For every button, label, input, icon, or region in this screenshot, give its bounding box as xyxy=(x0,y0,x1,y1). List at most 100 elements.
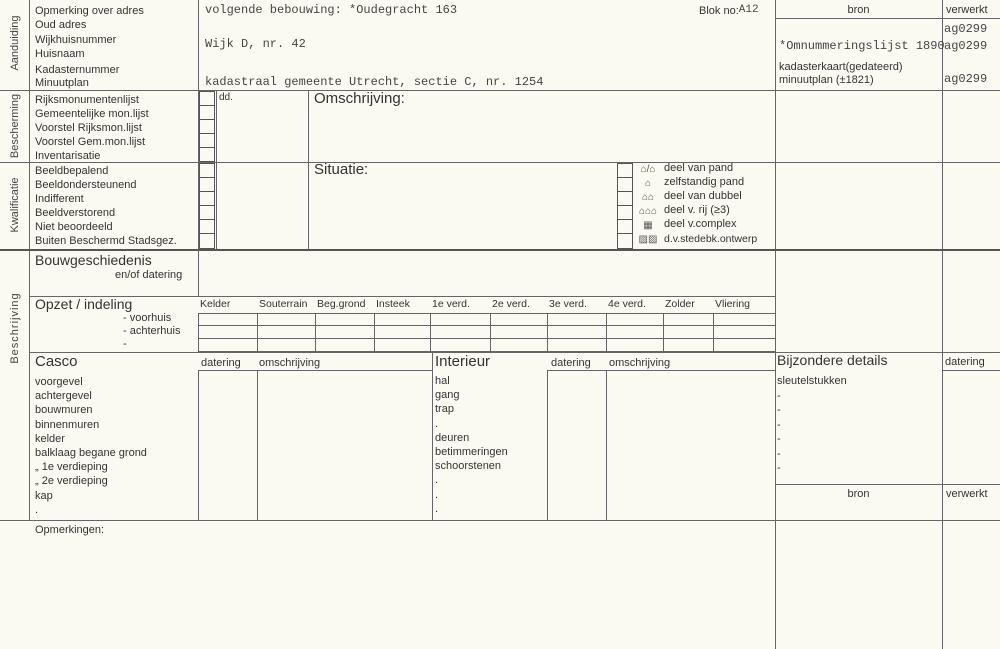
opzet-cell[interactable] xyxy=(607,339,663,351)
divider xyxy=(308,90,309,250)
casco-item: achtergevel xyxy=(35,390,92,403)
checkbox-beeldbepalend[interactable] xyxy=(199,163,215,178)
interieur-item: betimmeringen xyxy=(435,446,508,459)
bron-header: bron xyxy=(847,4,870,16)
opzet-cell[interactable] xyxy=(431,326,490,338)
opzet-cell[interactable] xyxy=(491,339,547,351)
opzet-cell[interactable] xyxy=(258,326,315,338)
checkbox-deel-v-complex[interactable] xyxy=(617,219,633,234)
divider xyxy=(490,313,491,351)
divider xyxy=(775,18,1000,19)
divider xyxy=(547,370,548,520)
opzet-cell[interactable] xyxy=(664,339,713,351)
opzet-cell[interactable] xyxy=(664,326,713,338)
divider xyxy=(315,313,316,351)
checkbox-niet-beoordeeld[interactable] xyxy=(199,219,215,234)
opzet-cell[interactable] xyxy=(607,326,663,338)
section-label-kwalificatie: Kwalificatie xyxy=(9,177,21,233)
opzet-cell[interactable] xyxy=(548,314,606,325)
label-voorstel-gem-mon: Voorstel Gem.mon.lijst xyxy=(35,136,146,148)
checkbox-stedebk-ontwerp[interactable] xyxy=(617,233,633,249)
opzet-cell[interactable] xyxy=(431,339,490,351)
opzet-column-header: Beg.grond xyxy=(317,298,366,310)
opzet-cell[interactable] xyxy=(607,314,663,325)
divider xyxy=(198,370,432,371)
checkbox-zelfstandig-pand[interactable] xyxy=(617,177,633,192)
opzet-cell[interactable] xyxy=(491,314,547,325)
checkbox-deel-v-rij[interactable] xyxy=(617,205,633,220)
casco-item: balklaag begane grond xyxy=(35,447,147,460)
opzet-cell[interactable] xyxy=(316,339,374,351)
opzet-column-header: Zolder xyxy=(665,298,695,310)
divider xyxy=(663,313,664,351)
checkbox-indifferent[interactable] xyxy=(199,191,215,206)
opzet-column-header: 1e verd. xyxy=(432,298,470,310)
verwerkt-value: ag0299 xyxy=(944,39,988,53)
divider xyxy=(942,370,1000,371)
divider xyxy=(198,313,775,314)
label-wijkhuisnummer: Wijkhuisnummer xyxy=(35,34,117,46)
bijzondere-details-label: Bijzondere details xyxy=(777,352,888,368)
divider xyxy=(198,338,775,339)
checkbox-deel-van-dubbel[interactable] xyxy=(617,191,633,206)
verwerkt-header: verwerkt xyxy=(946,4,988,16)
opzet-cell[interactable] xyxy=(199,339,257,351)
value-wijkhuisnummer: Wijk D, nr. 42 xyxy=(205,37,306,51)
divider xyxy=(257,313,258,351)
opzet-cell[interactable] xyxy=(258,314,315,325)
bijzondere-details-item: - xyxy=(777,404,781,416)
bijzondere-details-items: sleutelstukken - - - - - - xyxy=(777,374,847,476)
label-minuutplan: Minuutplan xyxy=(35,77,89,89)
opzet-cell[interactable] xyxy=(375,314,430,325)
casco-omschrijving-header: omschrijving xyxy=(259,357,321,369)
checkbox-beeldverstorend[interactable] xyxy=(199,205,215,220)
opzet-cell[interactable] xyxy=(316,326,374,338)
opzet-cell[interactable] xyxy=(548,339,606,351)
casco-item: „ 1e verdieping xyxy=(35,461,108,474)
verwerkt-value: ag0299 xyxy=(944,22,988,36)
casco-datering-header: datering xyxy=(201,357,241,369)
option-stedebk-ontwerp: d.v.stedebk.ontwerp xyxy=(664,233,758,245)
opzet-cell[interactable] xyxy=(431,314,490,325)
opzet-cell[interactable] xyxy=(714,339,775,351)
checkbox-buiten-beschermd[interactable] xyxy=(199,233,215,249)
option-deel-van-pand: deel van pand xyxy=(664,162,734,174)
checkbox-deel-van-pand[interactable] xyxy=(617,163,633,178)
opzet-row-voorhuis: - voorhuis xyxy=(123,312,172,324)
checkbox-voorstel-gem-mon[interactable] xyxy=(199,133,215,148)
opzet-cell[interactable] xyxy=(548,326,606,338)
opzet-cell[interactable] xyxy=(375,339,430,351)
divider xyxy=(198,325,775,326)
interieur-item: trap xyxy=(435,403,454,416)
divider xyxy=(198,351,775,352)
opzet-column-header: 3e verd. xyxy=(549,298,587,310)
checkbox-inventarisatie[interactable] xyxy=(199,147,215,162)
checkbox-voorstel-rijksmon[interactable] xyxy=(199,119,215,134)
opzet-cell[interactable] xyxy=(714,326,775,338)
bouwgeschiedenis-field[interactable] xyxy=(199,255,774,295)
divider xyxy=(29,0,30,520)
opzet-cell[interactable] xyxy=(316,314,374,325)
label-gemeentelijke-mon-lijst: Gemeentelijke mon.lijst xyxy=(35,108,149,120)
divider xyxy=(29,352,1000,353)
checkbox-rijksmonumentenlijst[interactable] xyxy=(199,91,215,106)
opzet-cell[interactable] xyxy=(258,339,315,351)
opzet-cell[interactable] xyxy=(714,314,775,325)
bijz-datering-header: datering xyxy=(945,356,985,368)
opzet-cell[interactable] xyxy=(375,326,430,338)
opzet-cell[interactable] xyxy=(199,326,257,338)
opzet-cell[interactable] xyxy=(491,326,547,338)
opzet-cell[interactable] xyxy=(199,314,257,325)
dd-label: dd. xyxy=(219,92,233,103)
opmerkingen-field[interactable] xyxy=(35,540,770,645)
option-deel-v-rij: deel v. rij (≥3) xyxy=(664,204,730,216)
divider xyxy=(374,313,375,351)
checkbox-beeldondersteunend[interactable] xyxy=(199,177,215,192)
opzet-cell[interactable] xyxy=(664,314,713,325)
divider xyxy=(198,250,199,296)
label-inventarisatie: Inventarisatie xyxy=(35,150,101,162)
label-voorstel-rijksmon: Voorstel Rijksmon.lijst xyxy=(35,122,142,134)
checkbox-gemeentelijke-mon-lijst[interactable] xyxy=(199,105,215,120)
interieur-item: . xyxy=(435,502,439,515)
bijzondere-details-item: - xyxy=(777,447,781,460)
